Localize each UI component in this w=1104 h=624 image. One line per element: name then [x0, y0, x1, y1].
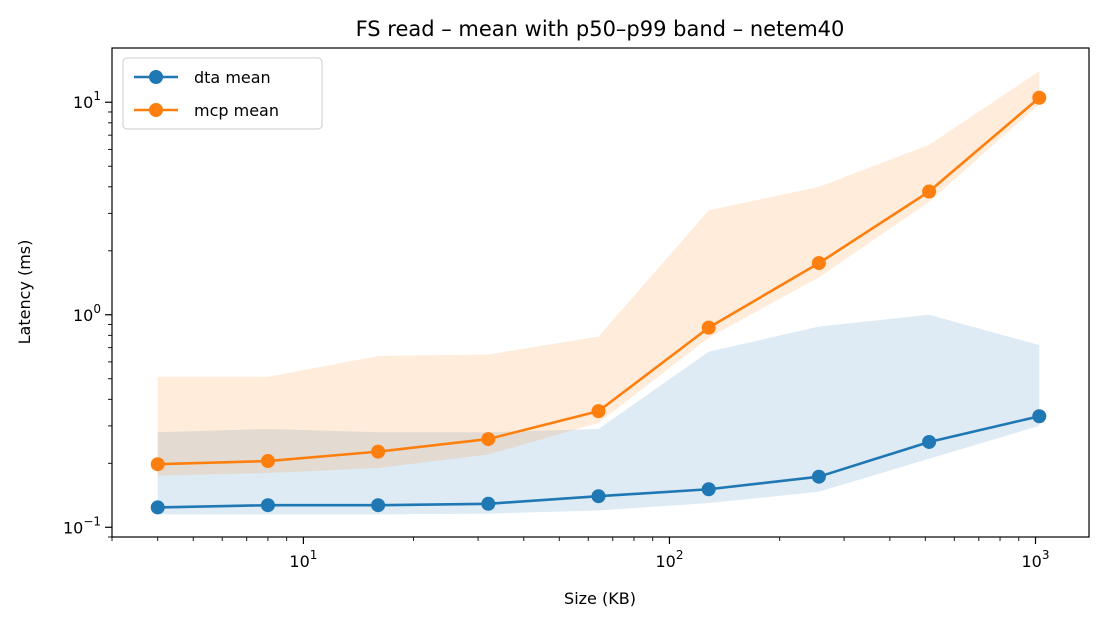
x-tick-label: 101	[289, 548, 317, 571]
point-series-2-8	[922, 184, 937, 199]
y-axis: 10−1 100 101	[63, 89, 112, 538]
series-points	[150, 90, 1047, 515]
point-series-2-7	[811, 256, 826, 271]
point-series-2-5	[591, 404, 606, 419]
point-series-1-7	[811, 469, 826, 484]
point-series-2-6	[701, 320, 716, 335]
plot-frame	[111, 47, 1090, 538]
point-series-1-9	[1032, 409, 1047, 424]
y-tick-label: 101	[73, 89, 101, 112]
point-series-1-5	[591, 489, 606, 504]
x-tick-label: 102	[655, 548, 683, 571]
point-series-1-8	[922, 434, 937, 449]
y-tick-label: 100	[73, 302, 101, 325]
point-series-2-2	[260, 454, 275, 469]
x-tick-label: 103	[1022, 548, 1050, 571]
x-axis-label: Size (KB)	[564, 589, 636, 608]
point-series-1-4	[481, 496, 496, 511]
y-tick-label: 10−1	[63, 514, 101, 537]
point-series-1-2	[260, 498, 275, 513]
chart-title: FS read – mean with p50–p99 band – netem…	[356, 17, 845, 41]
point-series-2-3	[371, 444, 386, 459]
point-series-1-6	[701, 482, 716, 497]
legend-label: dta mean	[194, 68, 271, 87]
band-series-2	[157, 71, 1040, 476]
point-series-1-3	[371, 498, 386, 513]
point-series-2-1	[150, 457, 165, 472]
legend-swatch-marker	[149, 70, 163, 84]
y-axis-label: Latency (ms)	[15, 240, 34, 345]
point-series-2-4	[481, 432, 496, 447]
legend: dta mean mcp mean	[122, 57, 323, 130]
bands	[157, 71, 1040, 515]
x-axis: 101 102 103	[111, 537, 1050, 571]
legend-swatch-marker	[149, 103, 163, 117]
point-series-1-1	[150, 500, 165, 515]
band-series-1	[157, 314, 1040, 515]
point-series-2-9	[1032, 90, 1047, 105]
legend-label: mcp mean	[194, 101, 279, 120]
